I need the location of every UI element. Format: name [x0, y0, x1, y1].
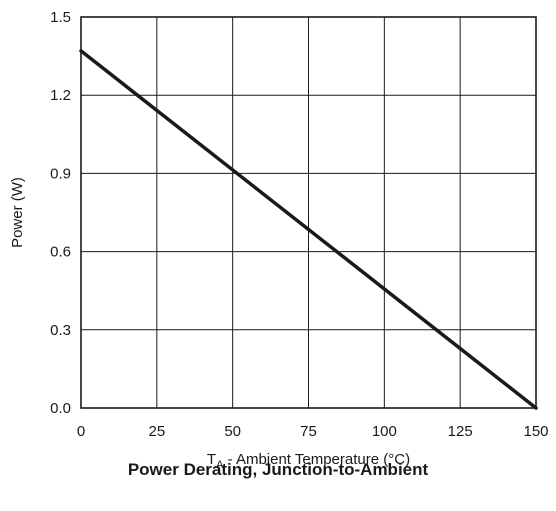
y-tick-label: 0.9 [50, 165, 71, 182]
x-tick-label: 50 [224, 423, 241, 440]
y-tick-label: 1.2 [50, 87, 71, 104]
x-tick-labels: 0 25 50 75 100 125 150 [77, 423, 549, 440]
x-tick-label: 125 [448, 423, 473, 440]
grid [80, 16, 537, 409]
x-tick-label: 25 [148, 423, 165, 440]
y-tick-labels: 0.0 0.3 0.6 0.9 1.2 1.5 [50, 9, 71, 417]
x-tick-label: 0 [77, 423, 85, 440]
x-axis-title-main: T [207, 451, 216, 468]
y-tick-label: 1.5 [50, 9, 71, 26]
series-group [79, 49, 538, 410]
y-axis-title: Power (W) [9, 177, 26, 248]
y-tick-label: 0.6 [50, 244, 71, 261]
x-tick-label: 100 [372, 423, 397, 440]
chart-caption: Power Derating, Junction-to-Ambient [127, 460, 429, 479]
plot-frame [80, 16, 537, 409]
series-line [79, 49, 538, 410]
x-axis-title-subscript: A [216, 459, 224, 471]
y-tick-label: 0.0 [50, 400, 71, 417]
x-axis-title-rest: - Ambient Temperature (°C) [223, 451, 410, 468]
y-tick-label: 0.3 [50, 322, 71, 339]
x-tick-label: 150 [523, 423, 548, 440]
x-axis-title: TA - Ambient Temperature (°C) [207, 451, 410, 471]
x-tick-label: 75 [300, 423, 317, 440]
